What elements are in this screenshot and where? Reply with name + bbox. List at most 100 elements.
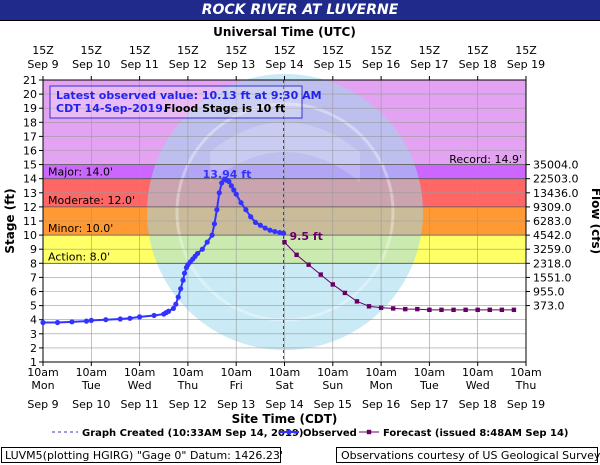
bottom-tick-label-day: Mon xyxy=(369,379,392,392)
observed-point xyxy=(178,286,184,292)
bottom-tick-label-date: Sep 10 xyxy=(72,398,110,411)
threshold-label: Moderate: 12.0' xyxy=(48,194,135,207)
y-tick-label: 8 xyxy=(30,257,37,270)
flow-tick-label: 2318.0 xyxy=(533,257,572,270)
bottom-tick-label-hour: 10am xyxy=(510,366,541,379)
threshold-label: Minor: 10.0' xyxy=(48,222,113,235)
forecast-point xyxy=(354,299,360,304)
forecast-point xyxy=(499,307,505,313)
forecast-point xyxy=(463,307,468,313)
y-tick-label: 17 xyxy=(23,130,37,143)
source-note: Observations courtesy of US Geological S… xyxy=(336,447,600,463)
bottom-tick-label-hour: 10am xyxy=(220,366,251,379)
observed-point xyxy=(117,316,123,322)
y-tick-label: 2 xyxy=(30,342,37,355)
bottom-tick-label-date: Sep 14 xyxy=(265,398,303,411)
y-tick-label: 16 xyxy=(23,145,37,158)
observed-point xyxy=(175,294,181,300)
y-tick-label: 4 xyxy=(30,314,37,327)
observed-point xyxy=(170,305,177,312)
forecast-point xyxy=(390,306,396,311)
y-tick-label: 6 xyxy=(30,286,37,299)
observed-point xyxy=(228,183,234,189)
threshold-label: Action: 8.0' xyxy=(48,250,110,263)
top-tick-label-hour: 15Z xyxy=(177,44,199,57)
top-tick-label-date: Sep 19 xyxy=(507,58,545,71)
flow-tick-label: 9309.0 xyxy=(533,201,572,214)
legend-marker-forecast xyxy=(366,429,372,435)
flow-tick-label: 35004.0 xyxy=(533,159,579,172)
bottom-tick-label-day: Tue xyxy=(81,379,101,392)
top-tick-label-date: Sep 17 xyxy=(410,58,448,71)
forecast-point xyxy=(487,307,492,313)
forecast-point xyxy=(378,305,384,310)
threshold-label: Record: 14.9' xyxy=(449,153,522,166)
y-tick-label: 3 xyxy=(30,328,37,341)
forecast-point xyxy=(427,307,432,313)
info-latest-value: Latest observed value: 10.13 ft at 9:30 … xyxy=(56,89,322,102)
bottom-tick-label-hour: 10am xyxy=(414,366,445,379)
y-tick-label: 14 xyxy=(23,173,37,186)
observed-point xyxy=(181,270,188,276)
bottom-tick-label-day: Tue xyxy=(419,379,439,392)
y-tick-label: 1 xyxy=(30,356,37,369)
observed-point xyxy=(214,207,220,213)
observed-point xyxy=(216,190,222,196)
forecast-point xyxy=(475,307,480,313)
bottom-tick-label-date: Sep 11 xyxy=(120,398,158,411)
legend-label-graph-created: Graph Created (10:33AM Sep 14, 2019) xyxy=(82,428,303,439)
watermark-seal xyxy=(147,74,423,350)
forecast-point xyxy=(451,307,456,313)
observed-point xyxy=(173,301,179,307)
y-tick-label: 12 xyxy=(23,201,37,214)
x-axis-title: Site Time (CDT) xyxy=(232,412,338,426)
top-tick-label-hour: 15Z xyxy=(32,44,54,57)
y-tick-label: 13 xyxy=(23,187,37,200)
bottom-tick-label-date: Sep 17 xyxy=(410,398,448,411)
forecast-point xyxy=(294,252,299,258)
forecast-point xyxy=(366,304,372,309)
y-tick-label: 20 xyxy=(23,88,37,101)
y-tick-label: 11 xyxy=(23,215,37,228)
forecast-point xyxy=(511,307,517,313)
bottom-tick-label-hour: 10am xyxy=(76,366,107,379)
top-axis-title: Universal Time (UTC) xyxy=(213,25,356,39)
bottom-tick-label-hour: 10am xyxy=(27,366,58,379)
bottom-tick-label-day: Mon xyxy=(31,379,54,392)
bottom-tick-label-day: Sun xyxy=(322,379,343,392)
info-date: CDT 14-Sep-2019. xyxy=(56,102,167,115)
bottom-tick-label-hour: 10am xyxy=(462,366,493,379)
bottom-tick-label-hour: 10am xyxy=(269,366,300,379)
observed-point xyxy=(226,178,232,185)
forecast-point xyxy=(415,306,420,312)
bottom-tick-label-hour: 10am xyxy=(172,366,203,379)
observed-point xyxy=(204,239,210,245)
legend-marker-observed xyxy=(286,429,292,435)
threshold-label: Major: 14.0' xyxy=(48,166,113,179)
watermark-bird xyxy=(210,122,360,182)
observed-point xyxy=(233,191,239,197)
y-tick-label: 9 xyxy=(30,243,37,256)
forecast-point xyxy=(318,272,323,277)
y-tick-label: 15 xyxy=(23,159,37,172)
legend-label-observed: Observed xyxy=(303,428,357,439)
flow-tick-label: 6283.0 xyxy=(533,215,572,228)
bottom-tick-label-hour: 10am xyxy=(365,366,396,379)
observed-point xyxy=(199,246,205,252)
observed-point xyxy=(40,319,46,326)
y-axis-title: Stage (ft) xyxy=(3,188,17,253)
y2-axis-title: Flow (cfs) xyxy=(589,188,600,254)
top-tick-label-date: Sep 12 xyxy=(169,58,207,71)
info-flood-stage: Flood Stage is 10 ft xyxy=(164,102,285,115)
bottom-tick-label-date: Sep 13 xyxy=(217,398,255,411)
top-tick-label-hour: 15Z xyxy=(322,44,344,57)
flow-tick-label: 1551.0 xyxy=(533,271,572,284)
bottom-tick-label-date: Sep 18 xyxy=(459,398,497,411)
top-tick-label-date: Sep 15 xyxy=(314,58,352,71)
top-tick-label-date: Sep 16 xyxy=(362,58,400,71)
top-tick-label-hour: 15Z xyxy=(81,44,103,57)
observed-point xyxy=(231,187,237,193)
bottom-tick-label-date: Sep 15 xyxy=(314,398,352,411)
forecast-point xyxy=(439,307,444,313)
bottom-tick-label-day: Fri xyxy=(230,379,243,392)
